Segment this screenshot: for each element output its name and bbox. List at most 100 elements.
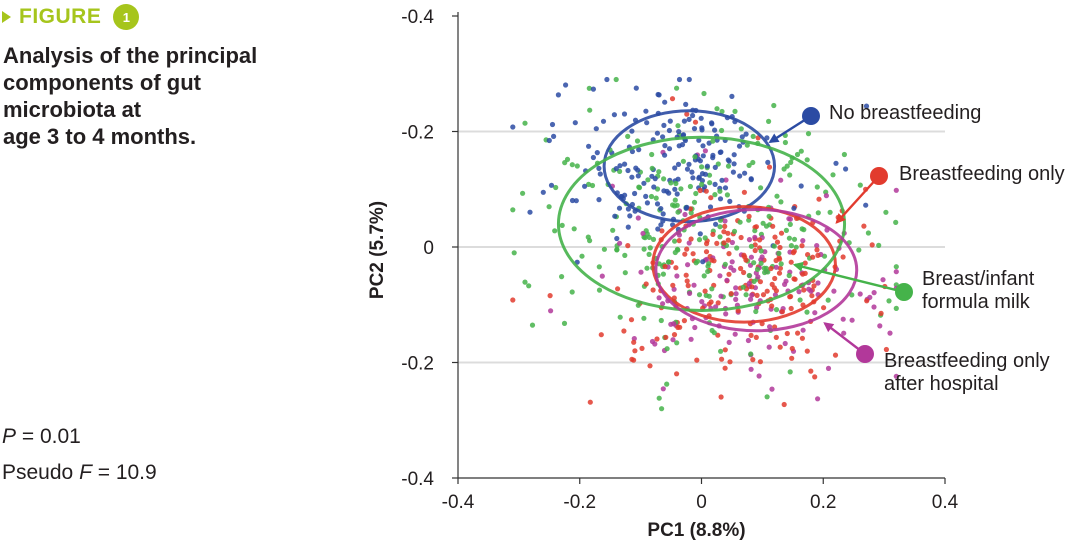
confidence-ellipse bbox=[654, 207, 859, 333]
data-point bbox=[702, 148, 709, 154]
data-point bbox=[802, 270, 808, 276]
data-point bbox=[748, 176, 754, 182]
data-point bbox=[699, 299, 705, 305]
data-point bbox=[666, 127, 673, 134]
data-point bbox=[788, 259, 794, 265]
legend-label: Breast/infant bbox=[922, 268, 1035, 290]
data-point bbox=[719, 356, 725, 362]
data-point bbox=[787, 216, 794, 222]
data-point bbox=[704, 241, 710, 247]
data-point bbox=[640, 230, 646, 237]
data-point bbox=[547, 293, 553, 299]
data-point bbox=[548, 182, 555, 188]
data-point bbox=[718, 348, 724, 354]
data-point bbox=[787, 172, 793, 178]
data-point bbox=[786, 235, 793, 241]
data-point bbox=[748, 332, 754, 338]
data-point bbox=[815, 280, 821, 286]
data-point bbox=[777, 344, 783, 350]
data-point bbox=[613, 166, 619, 172]
data-point bbox=[815, 396, 821, 402]
data-point bbox=[738, 126, 744, 132]
data-point bbox=[729, 259, 735, 265]
data-point bbox=[703, 292, 709, 298]
data-point bbox=[749, 292, 755, 298]
data-point bbox=[693, 260, 699, 266]
data-point bbox=[871, 290, 877, 296]
data-point bbox=[721, 229, 727, 235]
data-point bbox=[685, 262, 691, 268]
legend-arrowhead bbox=[823, 322, 835, 333]
data-point bbox=[631, 339, 637, 345]
data-point bbox=[699, 127, 705, 133]
data-point bbox=[617, 163, 623, 169]
data-point bbox=[795, 330, 801, 336]
data-point bbox=[739, 134, 745, 140]
data-point bbox=[632, 190, 638, 197]
data-point bbox=[633, 85, 639, 91]
data-point bbox=[652, 176, 658, 182]
y-axis-label: PC2 (5.7%) bbox=[367, 201, 388, 299]
data-point bbox=[634, 138, 641, 144]
data-point bbox=[694, 357, 700, 363]
data-point bbox=[691, 199, 698, 205]
data-point bbox=[771, 102, 777, 109]
data-point bbox=[579, 253, 585, 259]
data-point bbox=[681, 318, 688, 324]
data-point bbox=[893, 187, 899, 193]
data-point bbox=[731, 267, 737, 273]
data-point bbox=[717, 273, 723, 279]
data-point bbox=[766, 344, 772, 350]
data-point bbox=[733, 291, 739, 297]
data-point bbox=[563, 82, 569, 88]
data-point bbox=[893, 264, 899, 270]
data-point bbox=[685, 283, 691, 289]
data-point bbox=[674, 340, 680, 346]
data-point bbox=[773, 264, 779, 270]
pseudo-f-text: Pseudo F = 10.9 bbox=[2, 461, 157, 485]
data-point bbox=[692, 119, 699, 125]
data-point bbox=[830, 172, 836, 178]
data-point bbox=[863, 103, 870, 109]
data-point bbox=[767, 324, 773, 330]
data-point bbox=[693, 190, 699, 197]
data-point bbox=[861, 223, 867, 229]
data-point bbox=[645, 177, 651, 183]
data-point bbox=[758, 260, 764, 266]
data-point bbox=[671, 332, 678, 338]
data-point bbox=[670, 337, 676, 343]
data-point bbox=[627, 213, 633, 219]
data-point bbox=[721, 240, 727, 246]
data-point bbox=[864, 298, 870, 304]
data-point bbox=[613, 76, 619, 83]
legend-arrowhead bbox=[835, 213, 846, 224]
data-point bbox=[569, 197, 576, 204]
data-point bbox=[781, 401, 787, 408]
data-point bbox=[672, 197, 678, 203]
data-point bbox=[743, 131, 749, 137]
data-point bbox=[622, 270, 628, 276]
data-point bbox=[529, 322, 536, 328]
data-point bbox=[709, 121, 715, 127]
data-point bbox=[614, 247, 620, 253]
data-point bbox=[679, 142, 686, 148]
data-point bbox=[732, 331, 738, 337]
data-point bbox=[629, 356, 635, 362]
legend-marker bbox=[895, 283, 913, 301]
data-point bbox=[843, 166, 849, 172]
data-point bbox=[510, 207, 516, 213]
data-point bbox=[743, 257, 749, 263]
data-point bbox=[791, 276, 797, 282]
data-point bbox=[777, 265, 784, 271]
x-tick-label: 0.4 bbox=[932, 492, 959, 513]
data-point bbox=[636, 147, 642, 153]
data-point bbox=[799, 243, 805, 249]
data-point bbox=[571, 226, 577, 232]
data-point bbox=[666, 259, 672, 265]
data-point bbox=[596, 287, 603, 293]
p-symbol: P bbox=[2, 425, 17, 448]
data-point bbox=[726, 339, 732, 345]
data-point bbox=[672, 186, 678, 192]
data-point bbox=[801, 227, 807, 233]
